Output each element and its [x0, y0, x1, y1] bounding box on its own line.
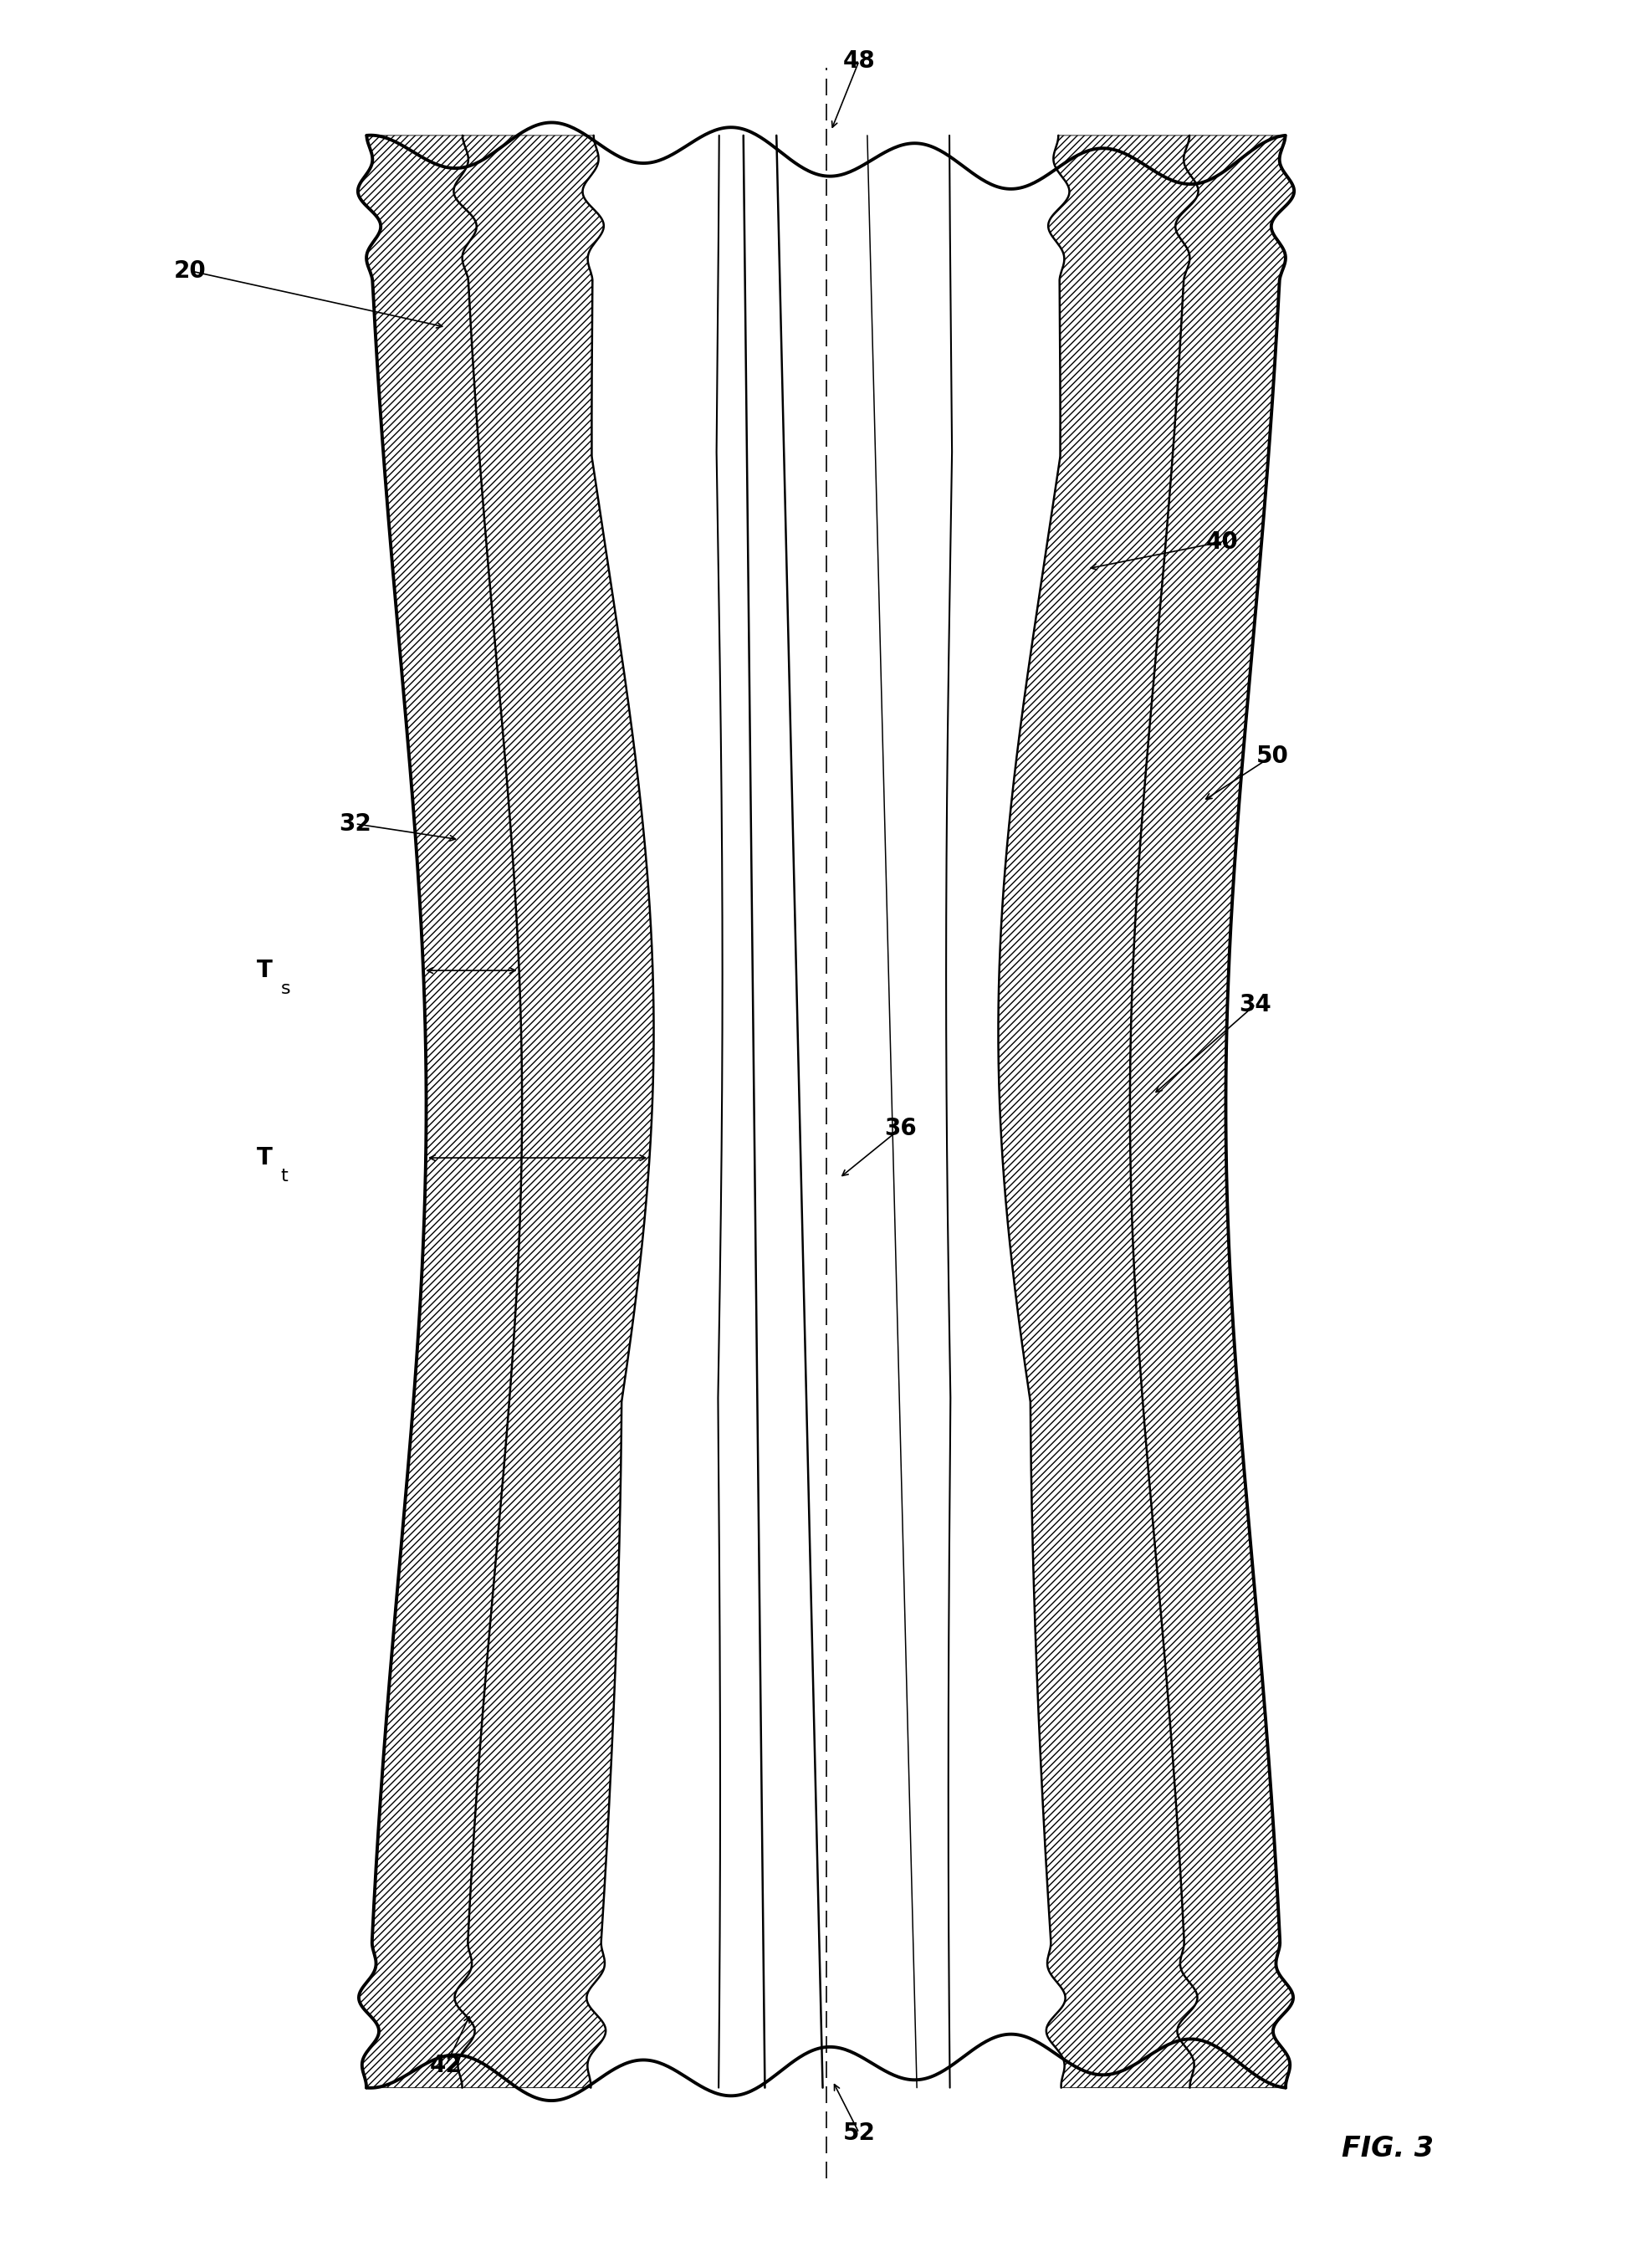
Text: 34: 34	[1239, 993, 1272, 1016]
Polygon shape	[998, 135, 1198, 2088]
Text: 32: 32	[339, 813, 372, 835]
Text: 42: 42	[430, 2054, 463, 2076]
Text: 40: 40	[1206, 530, 1239, 553]
Text: 36: 36	[884, 1117, 917, 1140]
Text: T: T	[256, 959, 273, 982]
Polygon shape	[454, 135, 654, 2088]
Polygon shape	[358, 135, 522, 2088]
Text: s: s	[281, 980, 291, 998]
Text: 48: 48	[843, 50, 876, 72]
Polygon shape	[1130, 135, 1294, 2088]
Text: t: t	[281, 1167, 287, 1185]
Text: 50: 50	[1256, 745, 1289, 767]
Text: T: T	[256, 1147, 273, 1169]
Polygon shape	[583, 135, 1069, 2088]
Text: FIG. 3: FIG. 3	[1341, 2135, 1434, 2162]
Text: 52: 52	[843, 2122, 876, 2144]
Text: 20: 20	[173, 260, 206, 282]
